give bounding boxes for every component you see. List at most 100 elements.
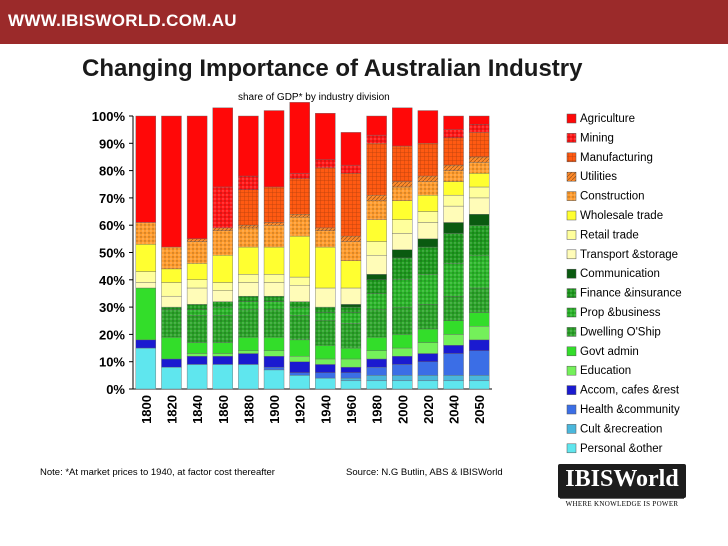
bar-segment bbox=[392, 356, 413, 365]
bar-segment bbox=[212, 306, 233, 316]
bar-segment bbox=[392, 233, 413, 250]
bar-segment bbox=[186, 309, 208, 316]
bar-segment bbox=[289, 361, 310, 373]
bar-segment bbox=[340, 132, 362, 166]
bar-segment bbox=[392, 364, 413, 376]
bar-segment bbox=[443, 129, 464, 139]
bar-segment bbox=[263, 274, 285, 283]
bar-segment bbox=[340, 366, 362, 373]
bar-segment bbox=[417, 304, 439, 330]
x-tick-label: 2000 bbox=[395, 395, 410, 424]
bar-segment bbox=[366, 194, 387, 201]
x-tick-label: 1840 bbox=[190, 395, 205, 424]
legend-swatch bbox=[566, 365, 577, 376]
site-url[interactable]: WWW.IBISWORLD.COM.AU bbox=[8, 11, 237, 30]
bar-segment bbox=[289, 178, 310, 215]
ibisworld-logo[interactable]: IBISWorld WHERE KNOWLEDGE IS POWER bbox=[558, 464, 686, 512]
bar-segment bbox=[289, 339, 310, 357]
bar-segment bbox=[443, 353, 464, 376]
bar-segment bbox=[392, 279, 413, 308]
bar-segment bbox=[212, 186, 233, 229]
bar-segment bbox=[289, 306, 310, 316]
bar-segment bbox=[315, 230, 336, 248]
bar-segment bbox=[315, 113, 336, 160]
bar-segment bbox=[417, 342, 439, 354]
legend-swatch-texture bbox=[567, 133, 576, 143]
bar-segment bbox=[161, 268, 182, 283]
x-tick-label: 1860 bbox=[216, 395, 231, 424]
bar-segment bbox=[468, 173, 490, 188]
bar-segment bbox=[238, 309, 259, 338]
bar-segment bbox=[186, 356, 208, 365]
legend-swatch bbox=[566, 346, 577, 357]
bar-segment bbox=[238, 364, 259, 390]
legend-swatch bbox=[566, 443, 577, 454]
bar-segment bbox=[340, 358, 362, 368]
bar-segment bbox=[417, 222, 439, 240]
bar-segment bbox=[340, 173, 362, 237]
legend-label: Transport &storage bbox=[580, 249, 678, 261]
bar-segment bbox=[366, 293, 387, 311]
bar-segment bbox=[315, 358, 336, 365]
bar-segment bbox=[186, 241, 208, 264]
legend-swatch bbox=[566, 404, 577, 415]
bar-segment bbox=[392, 219, 413, 234]
bar-segment bbox=[289, 276, 310, 286]
bar-segment bbox=[263, 350, 285, 357]
x-tick-label: 2050 bbox=[472, 395, 487, 424]
x-tick-label: 1980 bbox=[370, 395, 385, 424]
bar-segment bbox=[468, 123, 490, 133]
x-tick-label: 1900 bbox=[267, 395, 282, 424]
source-note: Source: N.G Butlin, ABS & IBISWorld bbox=[346, 467, 503, 478]
bar-segment bbox=[443, 115, 464, 130]
bar-segment bbox=[315, 372, 336, 379]
bar-segment bbox=[468, 255, 490, 289]
bar-segment bbox=[263, 222, 285, 226]
bar-segment bbox=[289, 102, 310, 174]
bar-segment bbox=[315, 167, 336, 229]
bar-segment bbox=[366, 241, 387, 256]
bar-segment bbox=[366, 350, 387, 360]
y-tick-label: 0% bbox=[106, 382, 125, 397]
bar-segment bbox=[135, 222, 157, 245]
bar-segment bbox=[443, 205, 464, 223]
bar-segment bbox=[212, 255, 233, 283]
bar-segment bbox=[135, 347, 157, 390]
legend-label: Agriculture bbox=[580, 113, 635, 125]
legend-label: Dwelling O'Ship bbox=[580, 326, 661, 338]
bar-segment bbox=[212, 227, 233, 231]
bar-segment bbox=[468, 312, 490, 327]
bar-segment bbox=[212, 290, 233, 302]
bar-segment bbox=[443, 222, 464, 234]
bar-segment bbox=[263, 246, 285, 275]
bar-segment bbox=[238, 246, 259, 275]
bar-segment bbox=[443, 320, 464, 335]
bar-segment bbox=[161, 115, 182, 248]
bar-segment bbox=[161, 295, 182, 308]
legend-swatch-texture bbox=[567, 152, 576, 162]
bar-segment bbox=[392, 347, 413, 357]
bar-segment bbox=[263, 309, 285, 338]
bar-segment bbox=[443, 334, 464, 346]
bar-segment bbox=[263, 224, 285, 248]
y-tick-label: 80% bbox=[99, 164, 125, 179]
bar-segment bbox=[315, 306, 336, 313]
bar-segment bbox=[238, 227, 259, 248]
bar-segment bbox=[443, 263, 464, 297]
legend-label: Education bbox=[580, 365, 631, 377]
bar-segment bbox=[366, 279, 387, 294]
bar-segment bbox=[238, 175, 259, 190]
bar-segment bbox=[186, 353, 208, 357]
bar-segment bbox=[366, 375, 387, 382]
y-tick-label: 70% bbox=[99, 191, 125, 206]
legend-label: Accom, cafes &rest bbox=[580, 385, 680, 397]
legend-swatch-texture bbox=[567, 172, 576, 182]
legend-label: Retail trade bbox=[580, 229, 639, 241]
brand-bar: WWW.IBISWORLD.COM.AU bbox=[0, 0, 728, 44]
bar-segment bbox=[468, 197, 490, 215]
bar-segment bbox=[263, 295, 285, 302]
x-tick-label: 1880 bbox=[241, 395, 256, 424]
bar-segment bbox=[366, 358, 387, 368]
legend-label: Manufacturing bbox=[580, 152, 653, 164]
bar-segment bbox=[315, 227, 336, 231]
